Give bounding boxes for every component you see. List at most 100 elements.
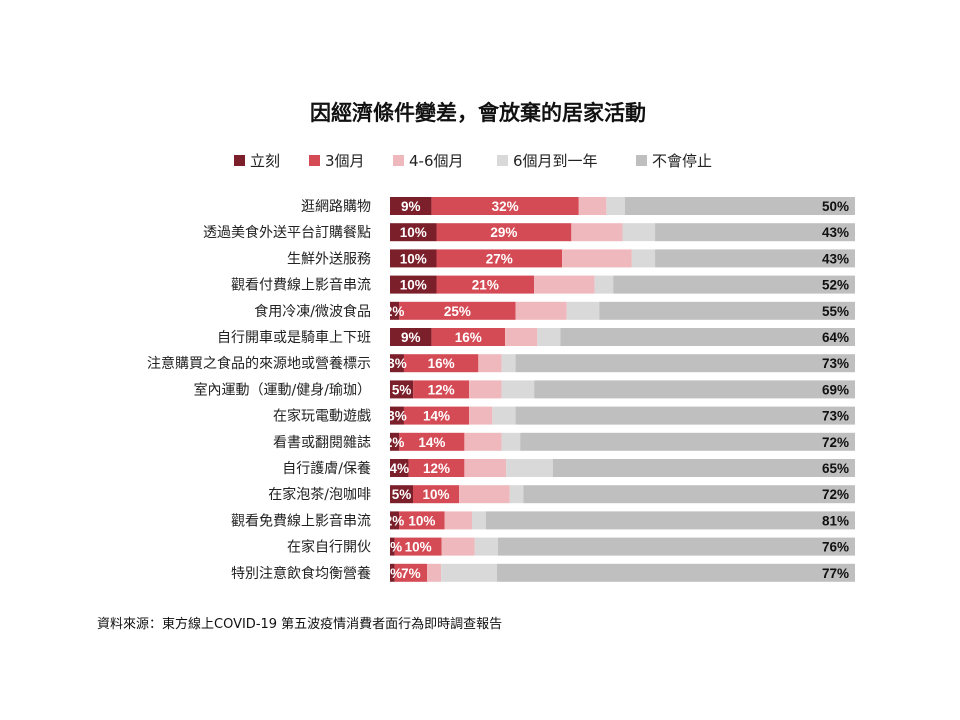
data-label: 72% [822, 435, 849, 450]
category-label: 在家玩電動遊戲 [273, 408, 371, 425]
bar-segment [413, 485, 460, 504]
bar-segment [520, 432, 855, 451]
category-labels: 逛網路購物透過美食外送平台訂購餐點生鮮外送服務觀看付費線上影音串流食用冷凍/微波… [147, 199, 371, 582]
bar-segment [624, 197, 855, 215]
chart-title: 因經濟條件變差，會放棄的居家活動 [310, 101, 646, 125]
bar-segment [390, 511, 400, 530]
bar-segment [390, 354, 404, 373]
data-label: 27% [486, 251, 513, 266]
source-note: 資料來源：東方線上COVID-19 第五波疫情消費者面行為即時調查報告 [97, 616, 502, 632]
bar-segment [390, 197, 432, 215]
data-label: 65% [822, 461, 849, 476]
bar-segment [509, 485, 524, 504]
bar-segment [552, 459, 855, 477]
data-label: 77% [822, 566, 849, 581]
category-label: 在家泡茶/泡咖啡 [268, 486, 371, 503]
bar-segment [655, 249, 855, 268]
bar-segment [515, 406, 855, 425]
bar-segment [390, 328, 432, 346]
bar-segment [562, 249, 632, 268]
data-label: 25% [444, 304, 471, 319]
bar-segment [390, 432, 400, 451]
legend-swatch-2 [393, 155, 404, 166]
data-label: 10% [400, 225, 427, 240]
data-label: 43% [822, 225, 849, 240]
bar-segment [390, 380, 414, 399]
category-label: 看書或翻閱雜誌 [273, 435, 371, 451]
data-label: 16% [455, 330, 482, 345]
data-label: 73% [822, 409, 849, 424]
bar-segment [394, 537, 442, 556]
category-label: 觀看付費線上影音串流 [231, 277, 371, 294]
bar-segment [464, 459, 507, 477]
bar-segment [474, 537, 499, 556]
category-label: 室內運動（運動/健身/瑜珈） [194, 381, 371, 398]
bar-segment [403, 354, 479, 373]
bar-segment [501, 432, 521, 451]
category-label: 特別注意飲食均衡營養 [231, 565, 371, 582]
data-label: 3% [387, 409, 407, 424]
category-label: 透過美食外送平台訂購餐點 [203, 224, 371, 241]
data-label: 9% [401, 330, 421, 345]
category-label: 逛網路購物 [301, 199, 371, 215]
data-label: 12% [428, 382, 455, 397]
data-label: 81% [822, 513, 849, 528]
category-label: 食用冷凍/微波食品 [254, 303, 371, 320]
data-label: 21% [472, 278, 499, 293]
legend-label-0: 立刻 [250, 152, 280, 170]
data-label: 7% [401, 566, 421, 581]
bar-segment [515, 354, 855, 373]
bar-segment [436, 223, 572, 242]
bar-segment [444, 511, 473, 530]
category-label: 觀看免費線上影音串流 [231, 512, 371, 529]
bar-segment [427, 563, 442, 582]
data-label: 5% [392, 487, 412, 502]
bar-segment [469, 406, 493, 425]
legend-swatch-0 [234, 155, 245, 166]
bar-segment [496, 563, 855, 582]
category-label: 自行開車或是騎車上下班 [217, 329, 371, 346]
data-label: 2% [385, 435, 405, 450]
legend-swatch-4 [636, 155, 647, 166]
data-label: 2% [385, 513, 405, 528]
data-label: 14% [418, 435, 445, 450]
bar-segment [436, 275, 535, 294]
bar-segment [501, 380, 535, 399]
bar-segment [399, 301, 516, 320]
data-label: 10% [400, 278, 427, 293]
bar-segment [534, 380, 855, 399]
data-label: 4% [390, 461, 410, 476]
bar-segment [431, 197, 579, 215]
data-label: 43% [822, 251, 849, 266]
bar-segment [390, 301, 400, 320]
bar-segment [390, 249, 437, 268]
bar-segment [390, 537, 395, 556]
bar-segment [464, 432, 502, 451]
data-label: 72% [822, 487, 849, 502]
bar-segment [413, 380, 470, 399]
bar-segment [390, 223, 437, 242]
category-label: 自行護膚/保養 [282, 460, 371, 477]
legend-label-2: 4-6個月 [409, 152, 464, 170]
chart-legend: 立刻 3個月 4-6個月 6個月到一年 不會停止 [234, 152, 712, 170]
legend-swatch-1 [309, 155, 320, 166]
bar-segment [399, 432, 465, 451]
bar-segment [501, 354, 516, 373]
bar-segment [506, 459, 553, 477]
data-label: 14% [423, 409, 450, 424]
bar-segment [492, 406, 516, 425]
bar-segment [408, 459, 465, 477]
data-label: 69% [822, 382, 849, 397]
data-label: 52% [822, 278, 849, 293]
bar-segment [403, 406, 470, 425]
bar-segment [560, 328, 855, 346]
bar-segment [390, 459, 409, 477]
bar-segment [390, 406, 404, 425]
bar-segment [655, 223, 855, 242]
data-label: 12% [423, 461, 450, 476]
legend-label-3: 6個月到一年 [513, 152, 598, 170]
bar-segment [606, 197, 625, 215]
data-label: 3% [387, 356, 407, 371]
category-label: 生鮮外送服務 [287, 251, 371, 267]
bar-segment [523, 485, 855, 504]
